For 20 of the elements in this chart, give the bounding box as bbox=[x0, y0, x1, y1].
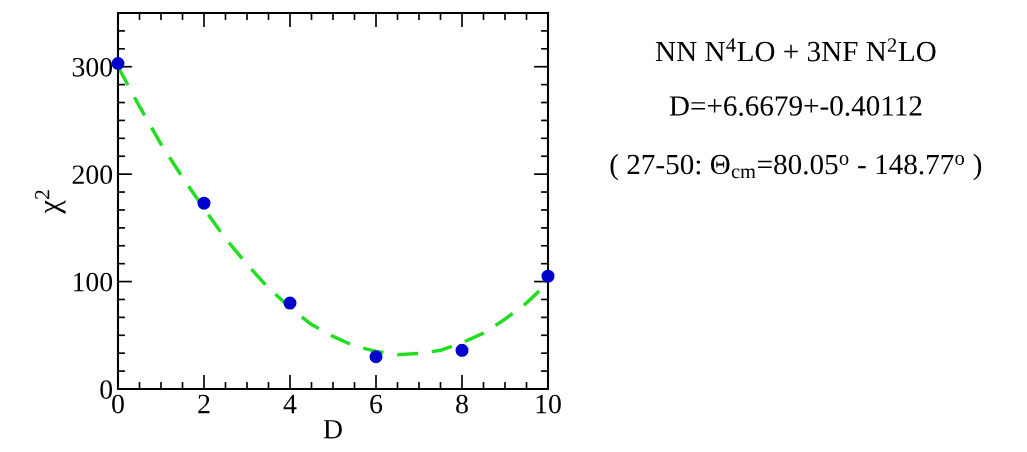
y-tick-label: 100 bbox=[73, 272, 113, 292]
point bbox=[283, 296, 297, 310]
y-tick-label: 0 bbox=[100, 380, 113, 399]
point bbox=[369, 350, 383, 364]
x-tick-label: 2 bbox=[198, 394, 210, 414]
x-axis-title: D bbox=[323, 420, 342, 439]
y-tick-label: 300 bbox=[72, 57, 113, 77]
y-axis-title: χ$^{2}$ bbox=[35, 190, 66, 214]
x-tick-label: 4 bbox=[283, 394, 297, 414]
x-tick-label: 8 bbox=[456, 394, 468, 414]
x-tick-label: 6 bbox=[370, 394, 383, 414]
text: ( 27-50: Θ$_{cm}$=80.05$^{o}$ - 148.77$^{o}$ ) bbox=[610, 153, 982, 181]
text: D=+6.6679+-0.40112 bbox=[669, 96, 922, 116]
point bbox=[541, 269, 555, 283]
text: NN N$^{4}$LO + 3NF N$^{2}$LO bbox=[655, 38, 936, 62]
y-tick-label: 200 bbox=[72, 165, 113, 185]
point bbox=[197, 196, 211, 210]
x-tick-label: 10 bbox=[536, 394, 561, 414]
point bbox=[111, 56, 125, 70]
point bbox=[455, 343, 469, 357]
